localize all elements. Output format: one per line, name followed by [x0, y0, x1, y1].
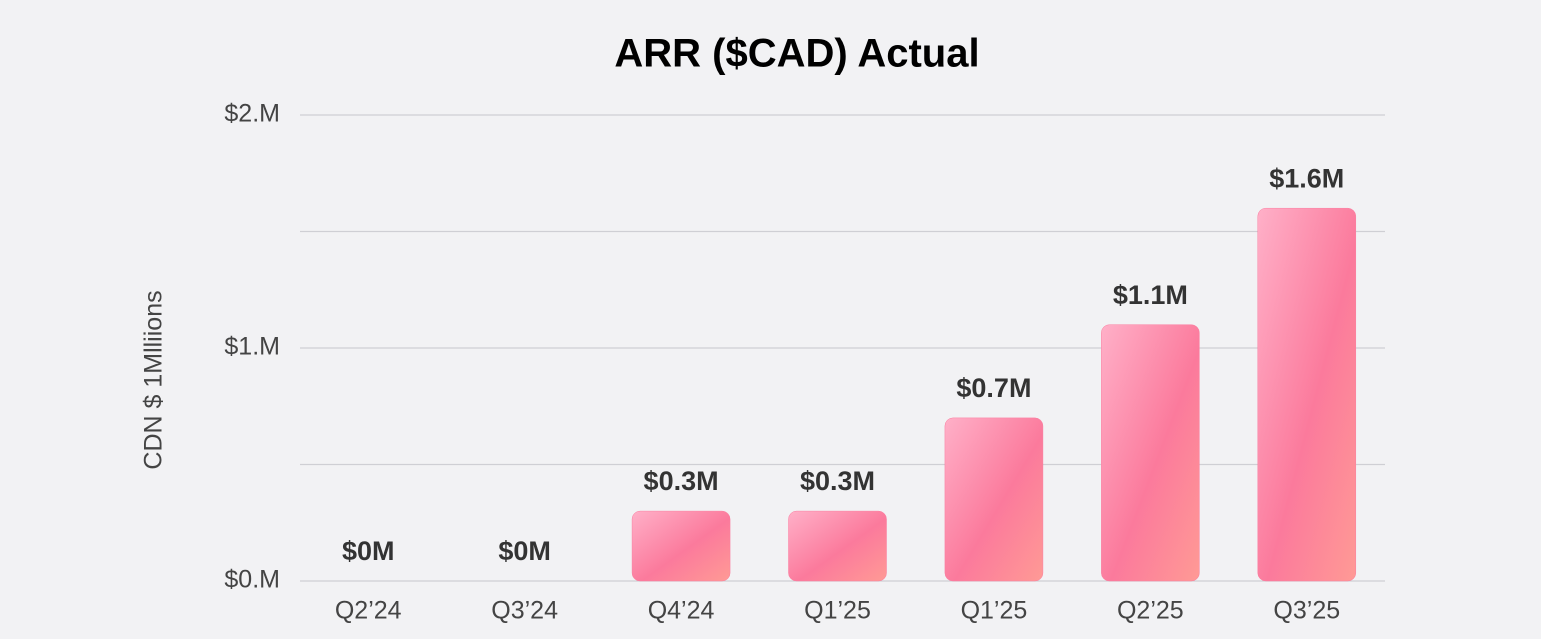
x-tick-label: Q2’24 — [335, 597, 402, 625]
bar — [1257, 207, 1357, 582]
y-tick-label: $2.M — [224, 100, 280, 128]
value-label: $0.3M — [644, 466, 719, 496]
value-label: $0M — [498, 536, 551, 566]
value-label: $0.7M — [956, 373, 1031, 403]
x-tick-label: Q2’25 — [1117, 597, 1184, 625]
x-tick-label: Q3’25 — [1273, 597, 1340, 625]
value-label: $1.6M — [1269, 163, 1344, 193]
value-label: $0.3M — [800, 466, 875, 496]
bar — [631, 510, 731, 582]
bar — [788, 510, 887, 582]
x-tick-label: Q4’24 — [648, 597, 715, 625]
y-axis-label: CDN $ 1Mlliions — [140, 290, 168, 469]
x-tick-label: Q3’24 — [491, 597, 558, 625]
x-tick-label: Q1’25 — [804, 597, 871, 625]
chart-title: ARR ($CAD) Actual — [614, 32, 979, 76]
bar — [1101, 324, 1200, 582]
x-tick-label: Q1’25 — [961, 597, 1028, 625]
value-label: $0M — [342, 536, 395, 566]
y-tick-label: $0.M — [224, 566, 280, 594]
value-label: $1.1M — [1113, 280, 1188, 310]
bar — [944, 417, 1044, 582]
y-tick-label: $1.M — [224, 333, 280, 361]
